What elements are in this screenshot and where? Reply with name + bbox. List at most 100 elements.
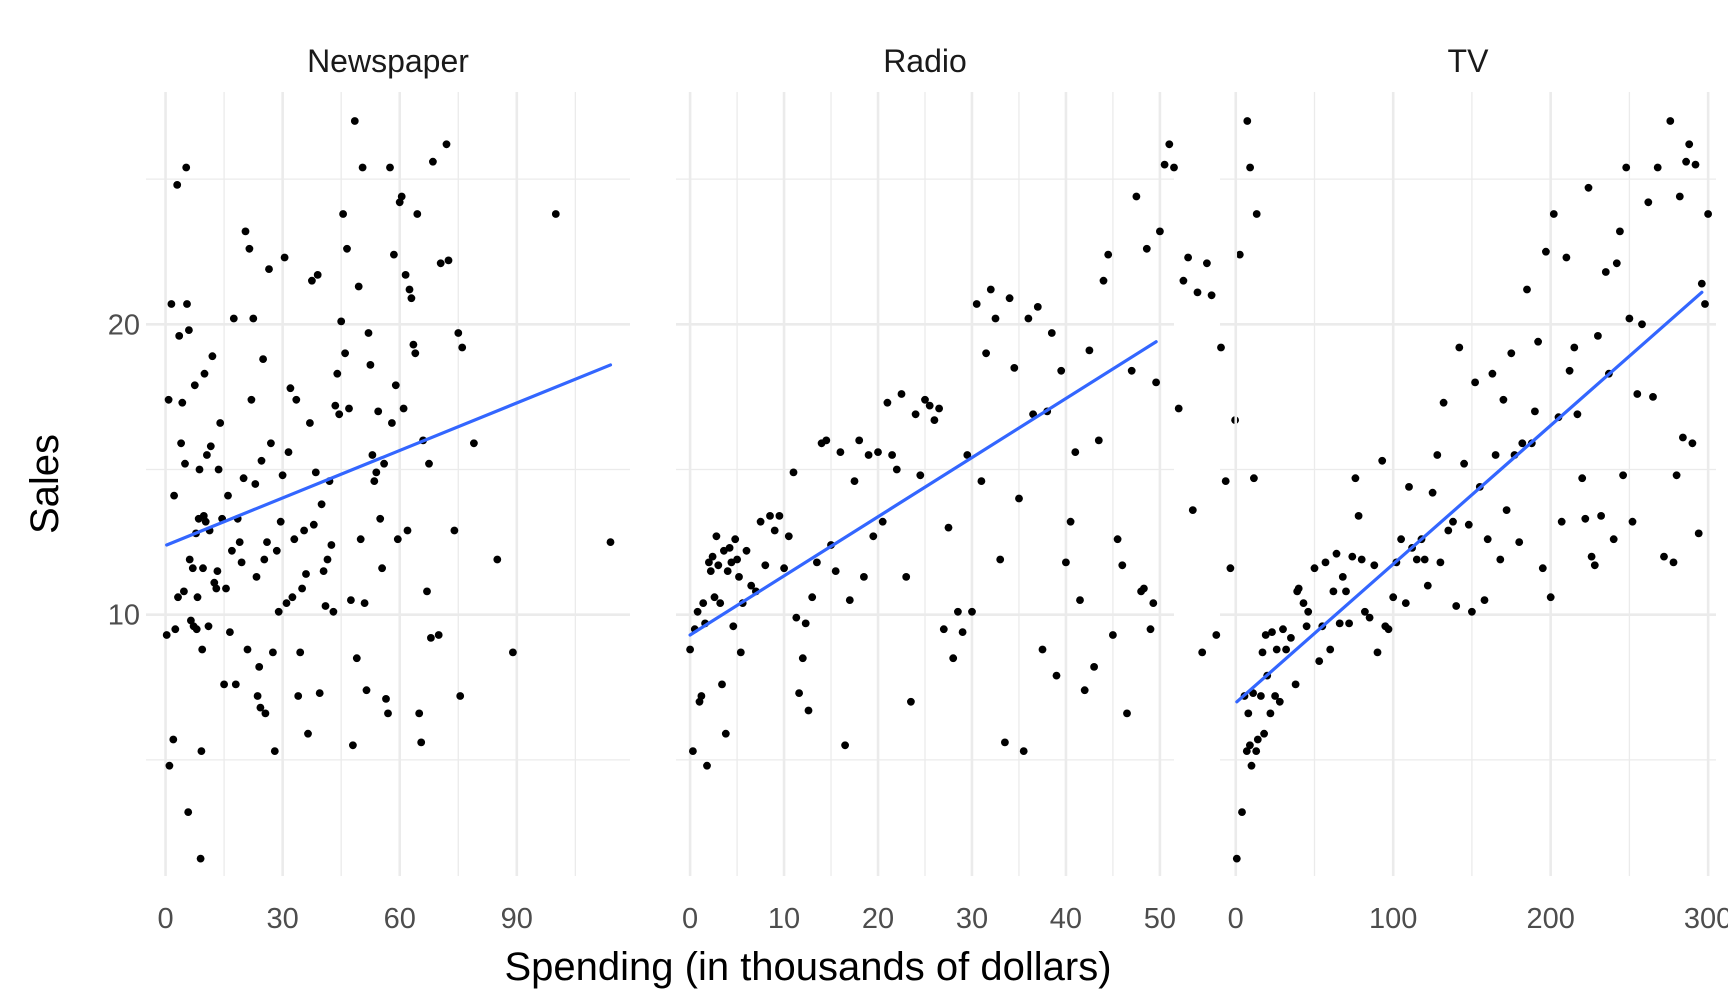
data-point xyxy=(311,468,320,477)
data-point xyxy=(341,349,349,358)
data-point xyxy=(958,628,967,636)
data-point xyxy=(1338,573,1347,581)
data-point xyxy=(354,282,363,291)
data-point xyxy=(292,395,301,404)
data-point xyxy=(1348,552,1357,561)
data-point xyxy=(916,471,925,480)
data-point xyxy=(850,477,859,485)
data-point xyxy=(712,532,721,541)
panel-newspaper: 0 30 60 90 Newspaper xyxy=(146,43,630,935)
data-point xyxy=(1420,555,1429,564)
data-point xyxy=(1557,517,1566,526)
data-point xyxy=(241,227,250,236)
data-point xyxy=(270,747,279,755)
data-point xyxy=(368,451,377,459)
panel-title: Radio xyxy=(883,43,967,79)
data-point xyxy=(1439,398,1448,407)
data-point xyxy=(290,535,299,544)
data-point xyxy=(1590,561,1599,570)
data-point xyxy=(1246,163,1254,172)
data-point xyxy=(196,854,205,863)
data-point xyxy=(1345,619,1353,628)
data-point xyxy=(1221,477,1230,485)
data-point xyxy=(789,468,798,477)
data-point xyxy=(878,517,887,526)
data-point xyxy=(261,709,270,718)
data-point xyxy=(1252,210,1261,218)
data-point xyxy=(259,355,267,363)
data-point xyxy=(1212,631,1221,639)
data-point xyxy=(193,593,202,602)
data-point xyxy=(1332,549,1341,558)
data-point xyxy=(1272,645,1281,654)
data-point xyxy=(991,314,1000,323)
data-point xyxy=(272,546,281,555)
data-point xyxy=(766,512,774,520)
data-point xyxy=(775,512,784,520)
data-point xyxy=(1257,692,1265,700)
data-point xyxy=(841,741,849,750)
data-point xyxy=(1616,227,1624,236)
data-point xyxy=(382,695,390,703)
data-point xyxy=(1253,735,1262,744)
data-point xyxy=(1468,607,1476,616)
data-point xyxy=(1242,747,1251,755)
data-point xyxy=(1405,483,1413,491)
data-point xyxy=(333,369,342,378)
data-point xyxy=(350,117,359,125)
data-point xyxy=(319,567,328,575)
data-point xyxy=(187,616,195,625)
data-point xyxy=(184,808,193,816)
x-tick-label: 50 xyxy=(1144,903,1176,935)
data-point xyxy=(366,361,375,369)
data-point xyxy=(930,416,939,424)
data-point xyxy=(1581,514,1590,523)
data-point xyxy=(339,210,347,218)
data-point xyxy=(1033,303,1042,311)
data-point xyxy=(1538,564,1547,573)
data-point xyxy=(733,555,741,564)
data-point xyxy=(222,584,230,593)
data-point xyxy=(352,654,361,663)
data-point xyxy=(1412,555,1421,564)
data-point xyxy=(1704,210,1712,218)
data-point xyxy=(1464,520,1473,529)
data-point xyxy=(229,314,238,323)
data-point xyxy=(434,631,443,639)
data-point xyxy=(195,465,204,474)
data-point xyxy=(1515,538,1524,546)
data-point xyxy=(1118,561,1127,570)
data-point xyxy=(1370,561,1379,570)
data-point xyxy=(1109,631,1117,639)
data-point xyxy=(201,517,210,526)
data-point xyxy=(208,352,217,361)
data-point xyxy=(374,407,383,416)
data-point xyxy=(1531,407,1539,416)
data-point xyxy=(243,645,252,654)
data-point xyxy=(1299,599,1308,607)
data-point xyxy=(1483,535,1492,544)
data-point xyxy=(1066,517,1075,526)
data-point xyxy=(327,541,336,549)
trend-line xyxy=(1235,290,1704,704)
data-point xyxy=(343,244,351,253)
data-point xyxy=(413,210,422,218)
data-point xyxy=(256,703,265,712)
data-point xyxy=(423,587,431,596)
data-point xyxy=(199,564,207,573)
data-point xyxy=(362,686,371,695)
data-point xyxy=(855,436,864,445)
data-point xyxy=(1113,535,1122,544)
x-tick-label: 200 xyxy=(1526,903,1574,935)
data-point xyxy=(1261,631,1270,639)
data-point xyxy=(1452,602,1461,610)
data-point xyxy=(190,381,199,390)
data-point xyxy=(337,317,346,326)
data-point xyxy=(1326,645,1335,654)
data-point xyxy=(212,584,221,593)
data-point xyxy=(1279,625,1287,634)
data-point xyxy=(1076,596,1084,604)
data-point xyxy=(996,555,1005,564)
data-point xyxy=(968,607,976,616)
data-point xyxy=(742,546,751,555)
